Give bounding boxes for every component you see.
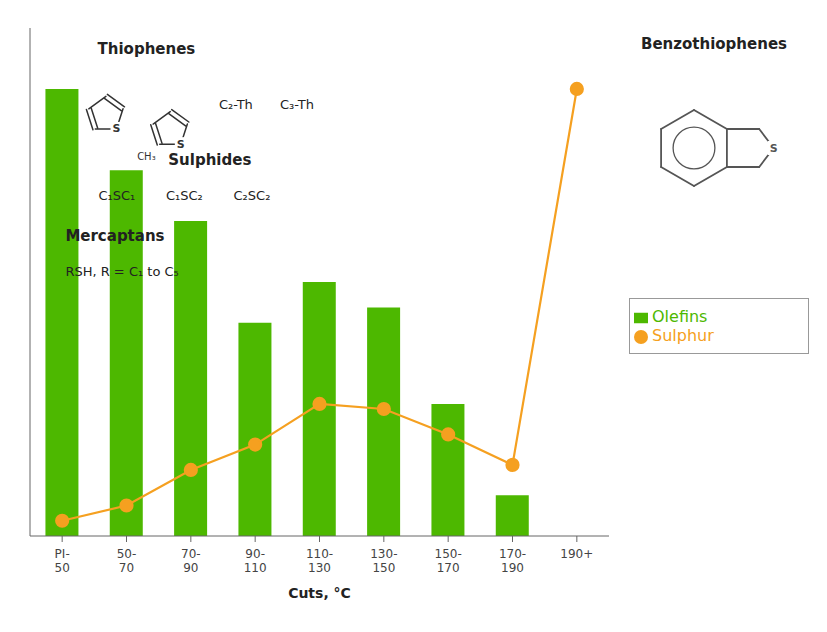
- svg-text:190+: 190+: [560, 547, 593, 561]
- svg-text:Mercaptans: Mercaptans: [65, 227, 164, 245]
- svg-text:Benzothiophenes: Benzothiophenes: [641, 35, 787, 53]
- svg-text:Thiophenes: Thiophenes: [98, 40, 196, 58]
- svg-text:C₁SC₁: C₁SC₁: [98, 188, 135, 203]
- svg-text:70-90: 70-90: [181, 547, 201, 575]
- html-text:Sulphur: Sulphur: [652, 326, 714, 345]
- html-text:Olefins: Olefins: [652, 307, 708, 326]
- svg-text:RSH, R = C₁ to C₅: RSH, R = C₁ to C₅: [65, 264, 178, 279]
- svg-text:S: S: [113, 122, 121, 135]
- svg-text:CH₃: CH₃: [137, 151, 156, 162]
- svg-text:Cuts, °C: Cuts, °C: [288, 585, 351, 601]
- svg-text:C₁SC₂: C₁SC₂: [166, 188, 203, 203]
- svg-text:C₂-Th: C₂-Th: [219, 97, 253, 112]
- svg-text:S: S: [770, 142, 778, 155]
- svg-text:90-110: 90-110: [244, 547, 267, 575]
- svg-text:S: S: [177, 138, 185, 151]
- svg-text:150-170: 150-170: [435, 547, 462, 575]
- svg-text:170-190: 170-190: [499, 547, 526, 575]
- svg-text:PI-50: PI-50: [55, 547, 70, 575]
- svg-text:50-70: 50-70: [117, 547, 137, 575]
- svg-text:Sulphides: Sulphides: [168, 151, 251, 169]
- svg-text:C₃-Th: C₃-Th: [280, 97, 314, 112]
- svg-text:C₂SC₂: C₂SC₂: [234, 188, 271, 203]
- svg-text:130-150: 130-150: [370, 547, 397, 575]
- svg-text:110-130: 110-130: [306, 547, 333, 575]
